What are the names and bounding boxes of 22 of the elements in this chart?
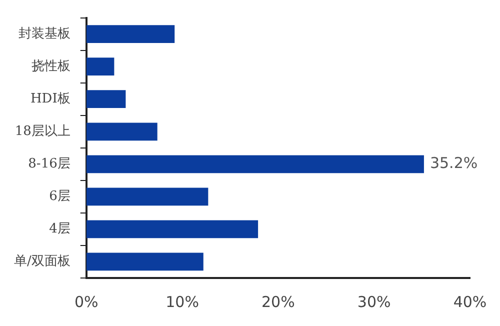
y-tick-label: 单/双面板 <box>14 254 70 270</box>
y-tick-label: 封装基板 <box>18 26 70 42</box>
bar <box>86 188 208 206</box>
x-tick-label: 10% <box>166 292 199 311</box>
data-label: 35.2% <box>430 154 478 172</box>
bar <box>86 220 258 238</box>
y-tick-label: HDI板 <box>30 91 70 106</box>
y-tick-label: 8-16层 <box>28 156 70 172</box>
y-tick-label: 6层 <box>49 189 70 204</box>
x-tick-label: 0% <box>74 292 98 311</box>
x-tick-label: 30% <box>357 292 391 311</box>
bar <box>86 25 175 44</box>
y-tick-label: 挠性板 <box>31 58 70 74</box>
x-tick-label: 40% <box>453 292 487 311</box>
bar <box>86 58 114 76</box>
bar <box>86 155 424 174</box>
bar <box>86 122 158 141</box>
bar <box>86 90 126 108</box>
x-tick-label: 20% <box>262 292 295 311</box>
y-tick-label: 18层以上 <box>14 124 70 140</box>
bar <box>86 252 204 271</box>
y-tick-label: 4层 <box>49 222 70 237</box>
